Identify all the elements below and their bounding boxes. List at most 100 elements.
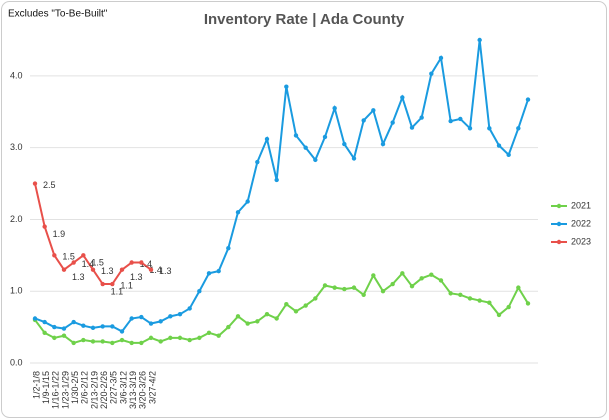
point — [32, 316, 38, 321]
point — [235, 314, 241, 319]
point — [284, 301, 289, 307]
point — [322, 134, 328, 140]
point — [168, 314, 173, 319]
point — [119, 329, 125, 334]
point — [264, 136, 270, 142]
legend-marker — [556, 239, 562, 245]
data-label: 1.9 — [53, 229, 66, 239]
point — [477, 37, 482, 43]
x-tick-label: 1/16-1/22 — [51, 371, 61, 409]
data-label: 1.3 — [72, 272, 85, 282]
point — [52, 324, 57, 330]
point — [525, 301, 531, 306]
point — [42, 330, 47, 336]
x-tick-label: 3/27-4/2 — [147, 371, 157, 404]
data-label: 1.3 — [159, 266, 172, 276]
chart-title: Inventory Rate | Ada County — [204, 11, 405, 28]
point — [81, 253, 86, 258]
point — [351, 156, 357, 161]
point — [129, 340, 134, 346]
point — [119, 267, 125, 272]
point — [52, 253, 57, 258]
point — [158, 339, 163, 344]
point — [506, 152, 511, 158]
point — [351, 285, 357, 290]
point — [129, 260, 134, 265]
x-tick-label: 2/27-3/5 — [109, 371, 119, 404]
point — [322, 283, 328, 288]
point — [197, 289, 202, 294]
data-label: 1.1 — [111, 286, 124, 296]
point — [458, 292, 463, 298]
point — [525, 97, 531, 102]
point — [90, 267, 96, 272]
point — [110, 340, 115, 346]
point — [245, 321, 250, 326]
point — [177, 311, 183, 317]
point — [274, 177, 279, 183]
x-tick-label: 3/13-3/19 — [128, 371, 138, 409]
series-line — [34, 39, 529, 333]
point — [206, 330, 212, 336]
point — [448, 118, 453, 124]
point — [400, 95, 405, 100]
point — [139, 340, 144, 346]
point — [61, 326, 67, 331]
point — [516, 126, 521, 131]
point — [419, 276, 424, 281]
legend-marker — [556, 203, 562, 209]
point — [438, 278, 444, 283]
legend-marker — [556, 221, 562, 227]
x-tick-label: 1/30-2/5 — [70, 371, 80, 404]
point — [380, 141, 386, 147]
point — [361, 292, 366, 298]
point — [255, 319, 260, 324]
point — [148, 321, 154, 326]
point — [516, 285, 521, 290]
point — [100, 281, 105, 287]
point — [235, 210, 241, 215]
point — [139, 314, 144, 320]
point — [90, 325, 96, 331]
point — [467, 126, 473, 131]
point — [100, 324, 105, 329]
x-tick-label: 2/20-2/26 — [99, 371, 109, 409]
point — [216, 333, 221, 338]
subtitle: Excludes "To-Be-Built" — [8, 9, 108, 20]
point — [148, 335, 154, 341]
point — [274, 316, 279, 321]
point — [371, 108, 376, 113]
data-label: 1.1 — [120, 280, 133, 290]
point — [177, 335, 183, 341]
y-tick-label: 3.0 — [10, 142, 23, 152]
data-label: 2.5 — [43, 180, 56, 190]
point — [409, 283, 415, 289]
legend-label: 2023 — [571, 236, 591, 246]
point — [390, 120, 395, 125]
point — [81, 323, 86, 328]
point — [429, 272, 434, 277]
point — [438, 55, 444, 61]
point — [303, 303, 308, 308]
point — [313, 296, 318, 301]
point — [255, 159, 260, 165]
x-tick-label: 2/6-2/12 — [80, 371, 90, 404]
point — [332, 105, 337, 111]
point — [390, 281, 395, 287]
point — [303, 145, 308, 150]
point — [400, 271, 405, 276]
point — [32, 181, 38, 186]
legend-label: 2021 — [571, 200, 591, 210]
point — [313, 157, 318, 163]
point — [206, 271, 212, 276]
x-tick-label: 1/2-1/8 — [31, 371, 41, 399]
point — [187, 337, 192, 343]
point — [42, 319, 47, 325]
point — [293, 133, 299, 138]
point — [467, 296, 473, 301]
y-tick-label: 2.0 — [10, 214, 23, 224]
point — [506, 304, 511, 310]
point — [119, 337, 125, 343]
point — [110, 281, 115, 287]
